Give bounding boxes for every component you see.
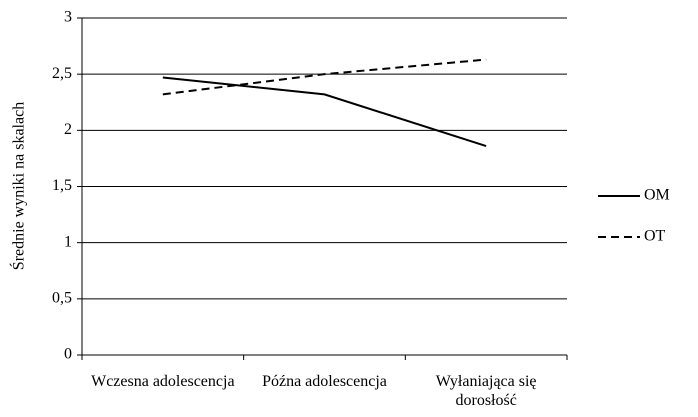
y-tick-label: 0,5 [52,290,72,307]
y-tick-label: 1 [64,233,72,250]
legend-label: OM [644,187,670,204]
series-line [162,58,487,96]
series-line [162,76,487,148]
y-tick-label: 0 [64,346,72,363]
legend-label: OT [644,228,666,245]
y-tick-label: 1,5 [52,177,72,194]
x-tick-label: Późna adolescencja [262,373,387,390]
x-tick-label: Wyłaniająca się dorosłość [435,373,537,409]
y-axis-label: Średnie wyniki na skalach [9,102,28,270]
y-tick-label: 2,5 [52,65,72,82]
y-tick-label: 3 [64,9,72,26]
y-tick-label: 2 [64,121,72,138]
x-tick-label: Wczesna adolescencja [91,373,235,390]
